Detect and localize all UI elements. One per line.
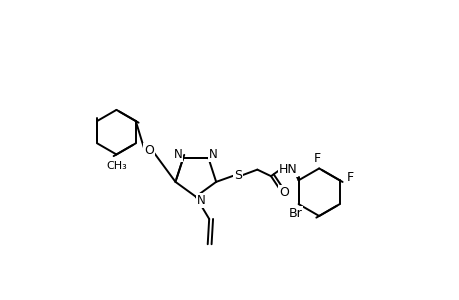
Text: N: N	[173, 148, 182, 161]
Text: N: N	[209, 148, 218, 161]
Text: HN: HN	[278, 163, 297, 176]
Text: F: F	[346, 171, 353, 184]
Text: N: N	[196, 194, 205, 207]
Text: Br: Br	[288, 207, 302, 220]
Text: CH₃: CH₃	[106, 161, 127, 171]
Text: F: F	[313, 152, 320, 165]
Text: O: O	[144, 144, 154, 157]
Text: O: O	[279, 186, 288, 199]
Text: S: S	[234, 169, 242, 182]
